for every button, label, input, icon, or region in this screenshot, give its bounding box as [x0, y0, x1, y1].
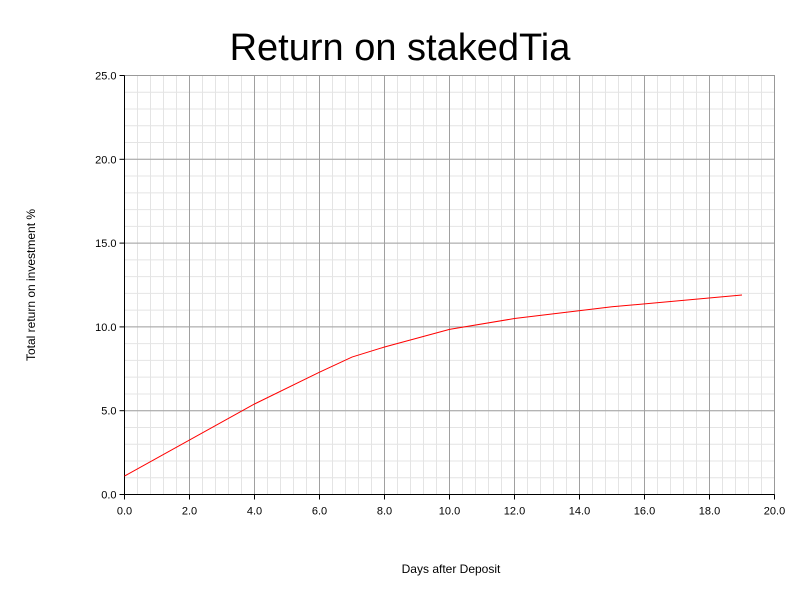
x-tick-label: 2.0	[182, 506, 197, 518]
x-tick-label: 6.0	[312, 506, 327, 518]
x-tick-label: 20.0	[764, 506, 785, 518]
x-tick-label: 10.0	[439, 506, 460, 518]
x-tick-label: 12.0	[504, 506, 525, 518]
y-tick-label: 10.0	[95, 322, 116, 334]
major-grid	[124, 75, 775, 495]
y-axis-label: Total return on investment %	[24, 209, 38, 361]
chart-title: Return on stakedTia	[230, 27, 572, 69]
x-tick-label: 8.0	[377, 506, 392, 518]
x-tick-label: 14.0	[569, 506, 590, 518]
y-tick-label: 25.0	[95, 71, 116, 83]
y-tick-label: 20.0	[95, 154, 116, 166]
x-tick-labels: 0.0 2.0 4.0 6.0 8.0 10.0 12.0 14.0 16.0 18.0 20.0	[117, 506, 785, 518]
x-tick-label: 4.0	[247, 506, 262, 518]
y-tick-label: 0.0	[101, 490, 116, 502]
x-tick-label: 0.0	[117, 506, 132, 518]
y-tick-label: 5.0	[101, 406, 116, 418]
series-line	[124, 294, 743, 477]
x-tick-label: 18.0	[699, 506, 720, 518]
axes	[119, 75, 775, 500]
x-axis-label: Days after Deposit	[402, 562, 501, 576]
x-tick-label: 16.0	[634, 506, 655, 518]
y-tick-label: 15.0	[95, 238, 116, 250]
y-tick-labels: 0.0 5.0 10.0 15.0 20.0 25.0	[95, 71, 116, 502]
series-group	[124, 294, 743, 477]
